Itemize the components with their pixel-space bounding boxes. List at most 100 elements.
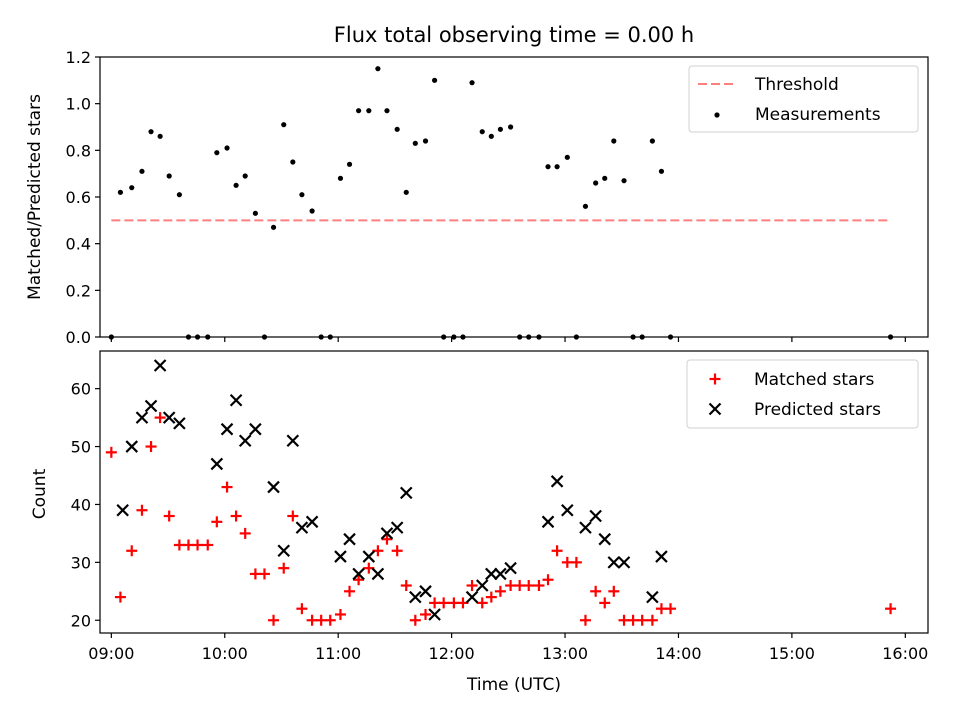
measurement-point [422,138,429,144]
predicted-star-point [362,550,376,563]
matched-star-point [221,481,233,493]
x-tick-label: 10:00 [202,644,248,663]
matched-star-point [457,597,469,609]
matched-star-point [136,504,148,516]
count-plot-frame [99,350,929,634]
count-y-tick-label: 30 [71,553,91,572]
measurement-point [497,126,503,132]
measurement-point [309,208,315,214]
legend-matched-label: Matched stars [754,370,874,390]
ratio-plot-frame [99,56,929,338]
measurement-point [621,178,627,184]
measurement-point [346,161,353,167]
measurement-point [366,108,372,114]
matched-star-point [126,545,138,557]
predicted-star-point [607,556,621,569]
predicted-star-point [428,608,441,621]
predicted-star-point [334,550,347,563]
count-plot-y-axis-label: Count [30,468,50,519]
measurement-point [176,192,182,198]
predicted-star-point [249,422,262,436]
predicted-star-point [305,515,319,529]
legend-threshold-label: Threshold [754,75,839,95]
matched-star-point [363,562,375,574]
count-y-tick-label: 50 [71,438,91,457]
x-axis-label: Time (UTC) [466,675,561,695]
measurement-point [593,180,599,186]
count-y-tick-label: 20 [71,611,91,630]
matched-star-point [344,585,356,597]
predicted-star-point [475,579,489,592]
predicted-star-point [343,532,356,546]
measurement-point [658,168,665,174]
predicted-star-point [286,434,300,448]
measurement-point [129,185,135,191]
measurement-point [281,122,287,128]
measurement-point [242,173,248,179]
count-y-tick-label: 40 [71,495,91,514]
measurement-point [299,192,305,198]
matched-star-point [570,556,582,568]
matched-star-point [466,580,478,592]
matched-star-point [409,614,421,626]
predicted-star-point [267,480,280,494]
matched-star-point [590,585,602,597]
measurement-point [252,210,258,216]
matched-star-point [278,562,290,574]
measurement-point [214,150,220,156]
matched-star-point [114,591,126,603]
ratio-y-tick-label: 1.2 [66,48,91,67]
matched-star-point [646,614,658,626]
measurement-point [117,189,124,195]
legend-matched-swatch [709,373,721,385]
predicted-star-point [229,393,243,407]
matched-star-point [523,580,535,592]
predicted-star-point [550,475,564,488]
measurement-point [488,133,494,139]
legend-measurements-swatch [714,112,720,118]
matched-star-point [163,510,175,522]
measurement-point [554,164,560,170]
predicted-star-point [399,486,413,500]
matched-star-point [154,412,166,424]
predicted-star-point [655,550,668,563]
predicted-star-point [494,567,507,581]
measurement-point [139,168,145,174]
predicted-star-point [116,503,129,517]
measurement-point [337,175,344,181]
ratio-plot-legend: Threshold Measurements [688,65,919,133]
x-tick-label: 16:00 [882,644,928,663]
predicted-star-point [144,399,158,413]
x-tick-label: 14:00 [655,644,701,663]
matched-star-point [268,614,280,626]
ratio-y-tick-label: 1.0 [66,95,91,114]
predicted-star-point [541,515,555,529]
predicted-star-point [162,411,176,424]
predicted-star-point [135,411,149,424]
measurement-point [270,224,277,230]
measurement-point [412,140,418,146]
measurement-point [356,108,362,114]
ratio-y-tick-label: 0.6 [66,188,91,207]
matched-star-point [105,446,117,458]
predicted-star-point [579,521,592,534]
measurement-point [479,129,485,135]
predicted-star-point [465,590,479,604]
measurement-point [166,173,172,179]
predicted-star-point [380,527,394,540]
measurement-point [384,108,390,114]
matched-star-point [145,441,157,453]
matched-star-point [665,603,677,615]
predicted-star-point [419,585,432,598]
measurement-point [290,159,296,165]
ratio-plot-y-axis-label: Matched/Predicted stars [25,94,45,300]
measurement-point [224,145,230,151]
ratio-plot-panel: 0.0 0.2 0.4 0.6 0.8 1.0 1.2 Matched/Predicted … [25,48,929,347]
predicted-star-point [598,532,612,546]
predicted-star-point [646,590,659,604]
measurement-point [432,77,438,83]
count-plot-panel: 20 30 40 50 60 09:00 10:00 11:00 12:00 13:00 14:00… [30,350,929,695]
predicted-star-point [173,417,186,430]
measurement-point [545,164,551,170]
